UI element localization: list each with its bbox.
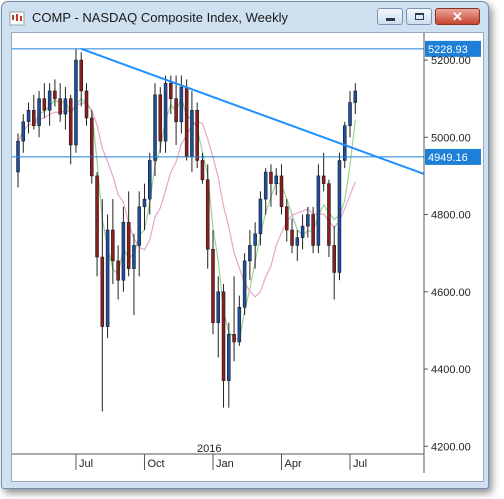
- candle-body: [105, 229, 110, 327]
- candle-body: [342, 125, 347, 161]
- candle-body: [321, 175, 326, 184]
- y-tick-label: 4800.00: [431, 210, 471, 222]
- candle-body: [300, 225, 305, 238]
- candle-body: [42, 98, 47, 111]
- candle-body: [100, 256, 105, 327]
- candle-body: [190, 109, 194, 157]
- candle-body: [216, 291, 221, 323]
- candle-body: [306, 214, 310, 227]
- candlestick-app-icon: [9, 11, 25, 26]
- candle-body: [121, 222, 126, 281]
- chart-window: COMP - NASDAQ Composite Index, Weekly ✕ …: [1, 1, 489, 489]
- title-bar[interactable]: COMP - NASDAQ Composite Index, Weekly ✕: [2, 2, 488, 32]
- candle-body: [253, 233, 257, 246]
- candle-body: [295, 237, 300, 246]
- y-tick-label: 4400.00: [431, 364, 471, 376]
- candle-body: [353, 90, 358, 103]
- candle-body: [116, 260, 120, 281]
- candle-body: [269, 171, 273, 184]
- candle-body: [290, 229, 294, 246]
- candle-body: [285, 206, 289, 231]
- price-level-label: 4949.16: [428, 152, 468, 164]
- candle-body: [184, 86, 189, 157]
- candle-body: [32, 109, 36, 126]
- candle-body: [337, 160, 342, 273]
- candle-body: [274, 175, 278, 184]
- candle-body: [79, 59, 83, 92]
- minimize-icon: [386, 18, 395, 21]
- y-tick-label: 4200.00: [431, 441, 471, 453]
- candle-body: [211, 249, 215, 323]
- x-tick-label: Apr: [285, 458, 302, 470]
- candle-body: [169, 82, 173, 99]
- candle-body: [58, 98, 62, 115]
- candle-body: [21, 121, 26, 142]
- close-icon: ✕: [452, 9, 463, 24]
- candle-body: [327, 183, 331, 246]
- candle-body: [174, 98, 178, 123]
- chart-area[interactable]: 5228.93 4949.16 4200.00 4400.00 4600.00 4800…: [11, 32, 484, 482]
- y-tick-label: 4600.00: [431, 287, 471, 299]
- price-level-tag: [425, 148, 481, 165]
- candle-body: [84, 90, 89, 119]
- candle-body: [232, 334, 236, 343]
- candle-body: [348, 102, 352, 126]
- y-tick-label: 5200.00: [431, 55, 471, 67]
- candle-body: [132, 245, 136, 269]
- candle-body: [95, 175, 99, 258]
- candle-body: [248, 245, 252, 262]
- y-tick-label: 5000.00: [431, 132, 471, 144]
- candle-body: [26, 109, 31, 123]
- candle-body: [153, 94, 157, 161]
- candlestick-chart[interactable]: 5228.93 4949.16 4200.00 4400.00 4600.00 4800…: [12, 33, 483, 481]
- candle-body: [63, 98, 68, 115]
- candle-body: [148, 160, 152, 200]
- x-tick-label: Jul: [79, 458, 93, 470]
- candle-body: [237, 306, 242, 343]
- candle-body: [205, 179, 210, 250]
- candle-body: [137, 206, 141, 246]
- close-button[interactable]: ✕: [435, 8, 480, 25]
- x-tick-label: Oct: [147, 458, 164, 470]
- candle-body: [242, 260, 247, 308]
- candle-body: [53, 90, 57, 99]
- candle-body: [179, 86, 184, 123]
- candle-body: [200, 160, 205, 181]
- x-tick-label: Jul: [353, 458, 367, 470]
- candle-body: [163, 82, 168, 142]
- candle-body: [158, 94, 163, 142]
- candle-body: [227, 334, 231, 381]
- candle-body: [279, 175, 284, 208]
- candle-body: [316, 175, 321, 246]
- x-tick-label: Jan: [216, 458, 234, 470]
- candle-body: [332, 245, 336, 273]
- candle-body: [126, 222, 131, 269]
- candle-body: [68, 98, 73, 146]
- minimize-button[interactable]: [377, 8, 403, 25]
- candle-body: [74, 59, 78, 146]
- year-label: 2016: [197, 443, 221, 455]
- price-level-label: 5228.93: [428, 44, 468, 56]
- trend-line: [80, 47, 425, 175]
- candle-body: [195, 109, 199, 161]
- candle-body: [142, 198, 147, 208]
- candle-body: [37, 98, 41, 126]
- candle-body: [311, 214, 315, 246]
- candle-body: [263, 171, 268, 200]
- candle-body: [221, 291, 226, 381]
- maximize-icon: [415, 13, 424, 20]
- candle-body: [258, 198, 263, 235]
- candle-body: [47, 90, 52, 111]
- candle-body: [90, 117, 94, 177]
- window-title: COMP - NASDAQ Composite Index, Weekly: [32, 10, 288, 25]
- price-level-tag: [425, 40, 481, 57]
- candle-body: [111, 229, 115, 262]
- maximize-button[interactable]: [406, 8, 432, 25]
